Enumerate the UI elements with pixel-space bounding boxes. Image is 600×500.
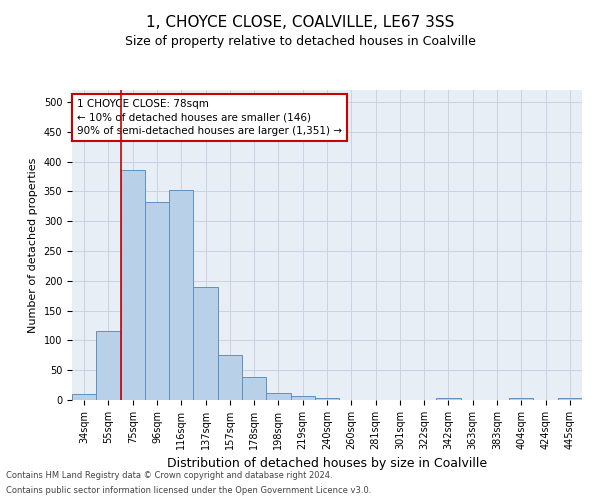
Bar [218, 354, 242, 400]
Bar [509, 398, 533, 400]
Bar [290, 396, 315, 400]
Text: 1 CHOYCE CLOSE: 78sqm
← 10% of detached houses are smaller (146)
90% of semi-det: 1 CHOYCE CLOSE: 78sqm ← 10% of detached … [77, 100, 342, 136]
Bar [145, 202, 169, 400]
Bar [169, 190, 193, 400]
Bar [315, 398, 339, 400]
Text: Size of property relative to detached houses in Coalville: Size of property relative to detached ho… [125, 35, 475, 48]
Text: 1, CHOYCE CLOSE, COALVILLE, LE67 3SS: 1, CHOYCE CLOSE, COALVILLE, LE67 3SS [146, 15, 454, 30]
Text: Contains HM Land Registry data © Crown copyright and database right 2024.: Contains HM Land Registry data © Crown c… [6, 471, 332, 480]
Bar [193, 286, 218, 400]
Bar [72, 394, 96, 400]
Text: Contains public sector information licensed under the Open Government Licence v3: Contains public sector information licen… [6, 486, 371, 495]
Bar [96, 332, 121, 400]
Bar [558, 398, 582, 400]
Bar [436, 398, 461, 400]
Bar [266, 394, 290, 400]
Bar [242, 378, 266, 400]
X-axis label: Distribution of detached houses by size in Coalville: Distribution of detached houses by size … [167, 458, 487, 470]
Y-axis label: Number of detached properties: Number of detached properties [28, 158, 38, 332]
Bar [121, 170, 145, 400]
